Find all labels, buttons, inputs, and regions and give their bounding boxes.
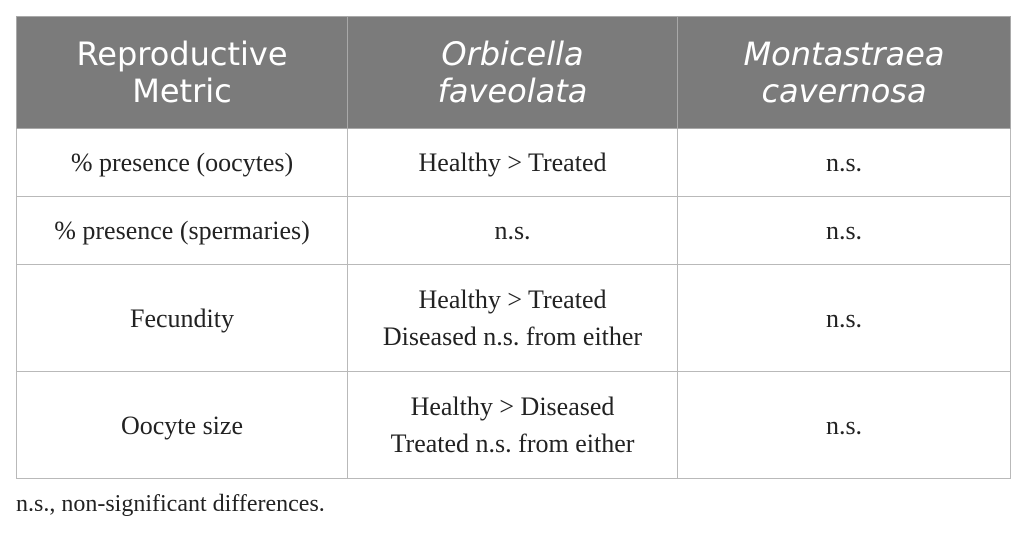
orbicella-cell-line: n.s.	[494, 216, 531, 245]
orbicella-cell-line: Diseased n.s. from either	[382, 322, 643, 351]
orbicella-cell: Healthy > Diseased Treated n.s. from eit…	[347, 371, 678, 479]
table-footnote: n.s., non-significant differences.	[16, 491, 325, 517]
orbicella-cell-line: Healthy > Treated	[418, 285, 607, 314]
orbicella-cell: n.s.	[347, 196, 678, 265]
header-montastraea-cavernosa: Montastraea cavernosa	[677, 16, 1011, 129]
montastraea-cell: n.s.	[677, 128, 1011, 197]
table-header: Reproductive Metric Orbicella faveolata …	[16, 16, 1011, 129]
metric-cell: % presence (spermaries)	[16, 196, 348, 265]
table-row: Fecundity Healthy > Treated Diseased n.s…	[16, 264, 1011, 372]
header-row: Reproductive Metric Orbicella faveolata …	[16, 16, 1011, 129]
header-reproductive-metric: Reproductive Metric	[16, 16, 348, 129]
metric-cell: % presence (oocytes)	[16, 128, 348, 197]
header-line: Metric	[132, 71, 232, 110]
table-row: Oocyte size Healthy > Diseased Treated n…	[16, 371, 1011, 479]
header-line: Orbicella	[441, 34, 584, 73]
header-orbicella-faveolata: Orbicella faveolata	[347, 16, 678, 129]
header-line: Montastraea	[743, 34, 945, 73]
orbicella-cell: Healthy > Treated	[347, 128, 678, 197]
orbicella-cell: Healthy > Treated Diseased n.s. from eit…	[347, 264, 678, 372]
orbicella-cell-line: Healthy > Diseased	[410, 392, 615, 421]
header-line: faveolata	[437, 71, 588, 110]
table-row: % presence (oocytes) Healthy > Treated n…	[16, 128, 1011, 197]
table-row: % presence (spermaries) n.s. n.s.	[16, 196, 1011, 265]
metric-cell: Fecundity	[16, 264, 348, 372]
orbicella-cell-line: Treated n.s. from either	[390, 429, 635, 458]
montastraea-cell: n.s.	[677, 371, 1011, 479]
header-line: cavernosa	[761, 71, 927, 110]
montastraea-cell: n.s.	[677, 196, 1011, 265]
metric-cell: Oocyte size	[16, 371, 348, 479]
reproductive-metrics-table: Reproductive Metric Orbicella faveolata …	[16, 16, 1011, 479]
header-line: Reproductive	[76, 34, 288, 73]
montastraea-cell: n.s.	[677, 264, 1011, 372]
table-body: % presence (oocytes) Healthy > Treated n…	[16, 128, 1011, 479]
orbicella-cell-line: Healthy > Treated	[418, 148, 607, 177]
